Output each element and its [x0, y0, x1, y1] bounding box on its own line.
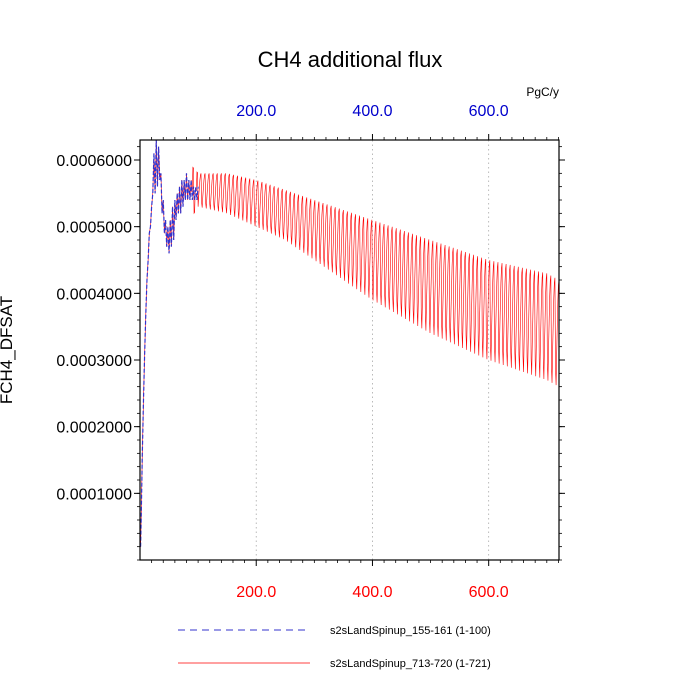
- series-line-red: [140, 139, 560, 547]
- y-tick-label: 0.0003000: [56, 353, 132, 370]
- top-axis-unit: PgC/y: [526, 85, 559, 99]
- y-tick-label: 0.0004000: [56, 286, 132, 303]
- y-axis-label: FCH4_DFSAT: [0, 296, 16, 404]
- legend-label: s2sLandSpinup_713-720 (1-721): [330, 658, 491, 670]
- y-tick-label: 0.0005000: [56, 220, 132, 237]
- x-tick-label-top: 600.0: [469, 103, 509, 120]
- x-tick-label-top: 200.0: [236, 103, 276, 120]
- legend: s2sLandSpinup_155-161 (1-100) s2sLandSpin…: [178, 625, 491, 670]
- x-tick-label-bottom: 600.0: [469, 584, 509, 601]
- grid-lines: [255, 140, 490, 560]
- x-tick-label-bottom: 200.0: [236, 584, 276, 601]
- y-tick-label: 0.0006000: [56, 153, 132, 170]
- legend-label: s2sLandSpinup_155-161 (1-100): [330, 625, 491, 637]
- series-blue-layer: [139, 139, 199, 547]
- x-tick-label-bottom: 400.0: [352, 584, 392, 601]
- y-tick-label: 0.0002000: [56, 420, 132, 437]
- series-line-blue: [139, 139, 199, 547]
- axes: 0.0001000 0.0002000 0.0003000 0.0004000 0.00…: [56, 103, 565, 601]
- y-tick-label: 0.0001000: [56, 486, 132, 503]
- x-tick-label-top: 400.0: [352, 103, 392, 120]
- series-red-layer: [140, 139, 560, 547]
- plot-frame: [139, 139, 560, 561]
- chart-title: CH4 additional flux: [258, 47, 443, 72]
